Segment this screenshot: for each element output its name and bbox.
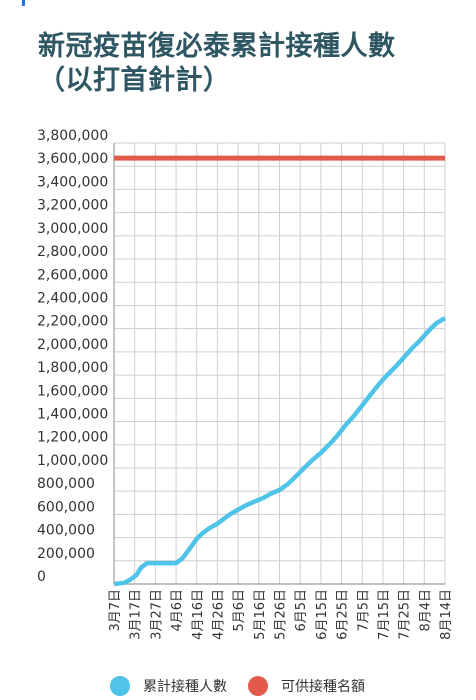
x-tick-label: 3月17日 (129, 589, 144, 640)
y-tick-label: 2,600,000 (37, 267, 108, 283)
y-tick-label: 3,400,000 (37, 174, 108, 190)
y-tick-label: 2,800,000 (37, 244, 108, 260)
y-tick-label: 3,000,000 (37, 221, 108, 237)
x-tick-label: 7月5日 (356, 589, 371, 632)
x-axis-ticks: 3月7日 3月17日 3月27日 4月6日 4月16日 4月26日 5月6日 5月16日 5月2… (108, 589, 454, 640)
x-tick-label: 4月6日 (170, 589, 185, 632)
y-tick-label: 200,000 (37, 546, 95, 562)
y-tick-label: 1,200,000 (37, 430, 108, 446)
chart-title-line-2: （以打首針計） (38, 65, 231, 96)
legend-marker (248, 676, 268, 696)
y-tick-label: 3,600,000 (37, 151, 108, 167)
x-tick-label: 6月25日 (336, 589, 351, 640)
y-tick-label: 1,800,000 (37, 360, 108, 376)
y-tick-label: 1,600,000 (37, 383, 108, 399)
legend: 累計接種人數 可供接種名額 (110, 676, 365, 696)
x-tick-label: 4月16日 (191, 589, 206, 640)
x-tick-label: 6月15日 (315, 589, 330, 640)
y-tick-label: 2,200,000 (37, 314, 108, 330)
y-tick-label: 600,000 (37, 499, 95, 515)
legend-marker (110, 676, 130, 696)
x-tick-label: 6月5日 (294, 589, 309, 632)
y-tick-label: 1,400,000 (37, 407, 108, 423)
y-axis-ticks: 0 200,000 400,000 600,000 800,000 1,000,000 1,… (37, 128, 108, 585)
x-tick-label: 4月26日 (211, 589, 226, 640)
y-tick-label: 400,000 (37, 523, 95, 539)
top-accent-bar (22, 0, 25, 6)
x-tick-label: 5月6日 (232, 589, 247, 632)
legend-label: 累計接種人數 (143, 678, 227, 695)
y-tick-label: 800,000 (37, 476, 95, 492)
series-lines (113, 155, 447, 587)
y-tick-label: 1,000,000 (37, 453, 108, 469)
grid-lines (113, 142, 446, 585)
y-tick-label: 2,000,000 (37, 337, 108, 353)
x-tick-label: 5月16日 (253, 589, 268, 640)
series-line-cumulative (113, 316, 447, 587)
x-tick-label: 5月26日 (274, 589, 289, 640)
legend-label: 可供接種名額 (281, 678, 365, 695)
chart-title: 新冠疫苗復必泰累計接種人數 （以打首針計） (38, 30, 458, 98)
chart-title-line-1: 新冠疫苗復必泰累計接種人數 (38, 31, 396, 62)
x-tick-label: 3月27日 (149, 589, 164, 640)
x-tick-label: 7月15日 (377, 589, 392, 640)
x-tick-label: 3月7日 (108, 589, 123, 632)
y-tick-label: 2,400,000 (37, 290, 108, 306)
y-tick-label: 0 (37, 569, 46, 585)
x-tick-label: 8月14日 (439, 589, 454, 640)
x-tick-label: 8月4日 (418, 589, 433, 632)
y-tick-label: 3,800,000 (37, 128, 108, 144)
x-tick-label: 7月25日 (398, 589, 413, 640)
y-tick-label: 3,200,000 (37, 198, 108, 214)
